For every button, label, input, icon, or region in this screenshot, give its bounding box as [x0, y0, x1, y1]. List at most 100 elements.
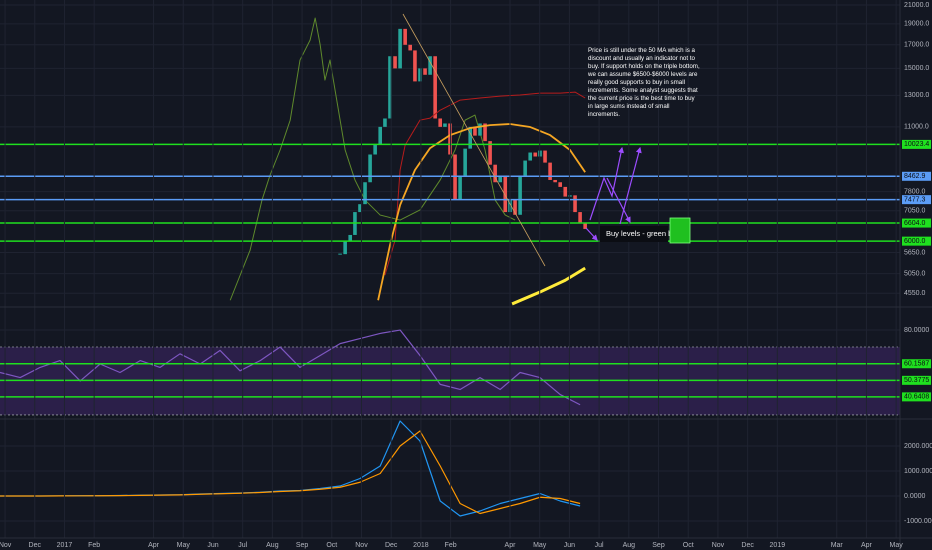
candle: [398, 28, 402, 69]
y-tick-label: 5650.0: [904, 249, 926, 256]
annotation-note: Price is still under the 50 MA which is …: [588, 47, 700, 118]
y-tick-label: 0.0000: [904, 493, 926, 500]
candle: [573, 195, 577, 213]
x-tick-label: Apr: [505, 542, 517, 549]
candle: [498, 175, 502, 183]
x-tick-label: Dec: [29, 542, 42, 549]
series-line: [0, 420, 581, 517]
candle: [383, 118, 387, 127]
level-tag: [902, 218, 931, 228]
y-tick-label: 11000.0: [904, 124, 929, 131]
level-tag: [902, 171, 931, 181]
candle: [478, 123, 482, 136]
level-label: 60.1587: [904, 361, 929, 368]
level-tag: [902, 375, 931, 385]
candle: [473, 126, 477, 136]
candle: [518, 175, 522, 215]
candle: [458, 175, 462, 200]
series-line: [0, 430, 581, 515]
level-tag: [902, 195, 931, 205]
x-tick-label: Jun: [564, 542, 575, 549]
x-tick-label: 2018: [413, 542, 429, 549]
y-tick-label: 7800.0: [904, 189, 926, 196]
candle: [418, 68, 422, 82]
panel: [0, 4, 900, 306]
candle: [348, 234, 352, 242]
x-tick-label: Nov: [0, 542, 12, 549]
candle: [408, 44, 412, 51]
x-tick-label: Nov: [712, 542, 725, 549]
level-tag: [902, 236, 931, 246]
candle: [433, 56, 437, 119]
buy-label: Buy levels - green box.: [606, 229, 682, 238]
buy-zone: [669, 217, 691, 244]
candle: [528, 152, 532, 161]
candle: [503, 175, 508, 213]
overlay-line: [377, 123, 586, 301]
x-tick-label: 2017: [57, 542, 73, 549]
arrow: [589, 146, 624, 221]
x-tick-label: Sep: [652, 542, 665, 549]
candle: [413, 50, 417, 82]
candle: [513, 199, 517, 215]
candle: [358, 204, 362, 213]
y-tick-label: 7050.0: [904, 208, 926, 215]
level-tag: [902, 359, 931, 369]
level-tag: [902, 392, 931, 402]
x-tick-label: Sep: [296, 542, 309, 549]
level-label: 6604.0: [904, 220, 926, 227]
candle: [468, 126, 472, 149]
y-tick-label: 1000.0000: [904, 468, 932, 475]
candle: [423, 68, 427, 75]
y-tick-label: 15000.0: [904, 65, 929, 72]
candle: [448, 123, 452, 155]
candle: [443, 123, 447, 127]
x-tick-label: Apr: [861, 542, 873, 549]
candle: [488, 141, 492, 165]
overlay-line: [229, 17, 516, 301]
y-tick-label: 4550.0: [904, 290, 926, 297]
candle: [558, 182, 562, 187]
x-tick-label: Oct: [326, 542, 337, 549]
candle: [578, 212, 582, 224]
y-tick-label: 21000.0: [904, 2, 929, 9]
x-tick-label: Mar: [831, 542, 844, 549]
x-tick-label: Jul: [238, 542, 247, 549]
candle: [343, 241, 347, 255]
level-label: 40.6408: [904, 394, 929, 401]
panels: [0, 0, 900, 538]
series-line: [0, 329, 581, 406]
level-label: 10023.4: [904, 141, 929, 148]
candle: [373, 144, 377, 155]
candle: [583, 223, 587, 229]
x-tick-label: Nov: [355, 542, 368, 549]
x-tick-label: Jun: [207, 542, 218, 549]
x-tick-label: May: [890, 542, 904, 549]
y-tick-label: 13000.0: [904, 92, 929, 99]
x-tick-label: Dec: [741, 542, 754, 549]
candle: [548, 162, 552, 180]
candle: [568, 195, 572, 197]
arrows: [585, 146, 642, 241]
candle: [388, 56, 392, 119]
candle: [368, 154, 372, 183]
level-label: 7477.3: [904, 196, 926, 203]
candle: [403, 28, 407, 45]
x-tick-label: Oct: [683, 542, 694, 549]
y-tick-label: 2000.0000: [904, 443, 932, 450]
level-label: 6000.0: [904, 238, 926, 245]
x-tick-label: Dec: [385, 542, 398, 549]
candle: [563, 186, 568, 197]
candle: [543, 150, 547, 163]
candle: [553, 179, 557, 183]
x-tick-label: May: [533, 542, 547, 549]
x-tick-label: 2019: [770, 542, 786, 549]
panel: [0, 329, 900, 416]
candle: [533, 152, 538, 157]
y-tick-label: 17000.0: [904, 42, 929, 49]
candle: [393, 56, 397, 69]
label-box: [600, 226, 668, 242]
candle: [363, 182, 367, 205]
